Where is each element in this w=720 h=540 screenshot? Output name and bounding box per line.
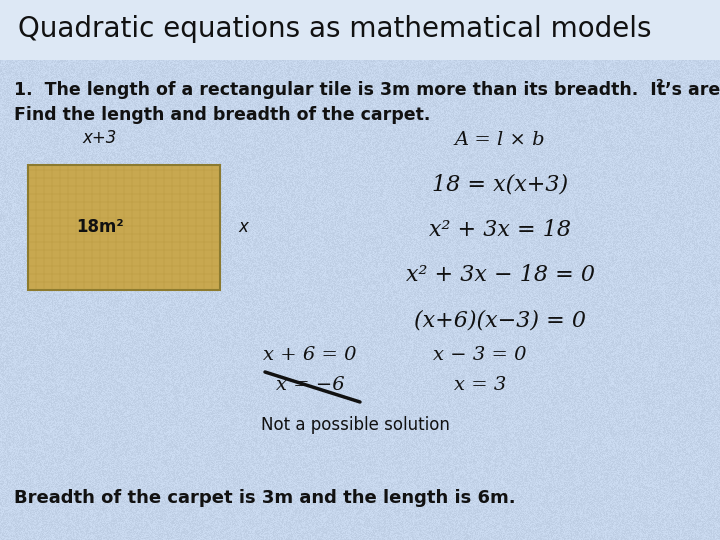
- Text: x² + 3x = 18: x² + 3x = 18: [429, 219, 571, 241]
- Text: .: .: [660, 81, 667, 99]
- Text: x = −6: x = −6: [276, 376, 344, 394]
- Text: 2: 2: [655, 79, 662, 89]
- Text: (x+6)(x−3) = 0: (x+6)(x−3) = 0: [414, 309, 586, 331]
- Text: x+3: x+3: [83, 129, 117, 147]
- Text: x − 3 = 0: x − 3 = 0: [433, 346, 527, 364]
- Text: x² + 3x − 18 = 0: x² + 3x − 18 = 0: [405, 264, 595, 286]
- Text: x = 3: x = 3: [454, 376, 506, 394]
- Bar: [28, 165, 220, 290]
- Text: Find the length and breadth of the carpet.: Find the length and breadth of the carpe…: [14, 106, 431, 124]
- Text: Not a possible solution: Not a possible solution: [261, 416, 449, 434]
- Text: Breadth of the carpet is 3m and the length is 6m.: Breadth of the carpet is 3m and the leng…: [14, 489, 516, 507]
- Text: x: x: [238, 219, 248, 237]
- Text: A = l × b: A = l × b: [455, 131, 545, 149]
- Text: Quadratic equations as mathematical models: Quadratic equations as mathematical mode…: [18, 15, 652, 43]
- Text: 18m²: 18m²: [76, 219, 124, 237]
- Bar: [0, 0, 720, 60]
- Text: x + 6 = 0: x + 6 = 0: [264, 346, 356, 364]
- Text: 18 = x(x+3): 18 = x(x+3): [432, 174, 568, 196]
- Text: 1.  The length of a rectangular tile is 3m more than its breadth.  It’s area is : 1. The length of a rectangular tile is 3…: [14, 81, 720, 99]
